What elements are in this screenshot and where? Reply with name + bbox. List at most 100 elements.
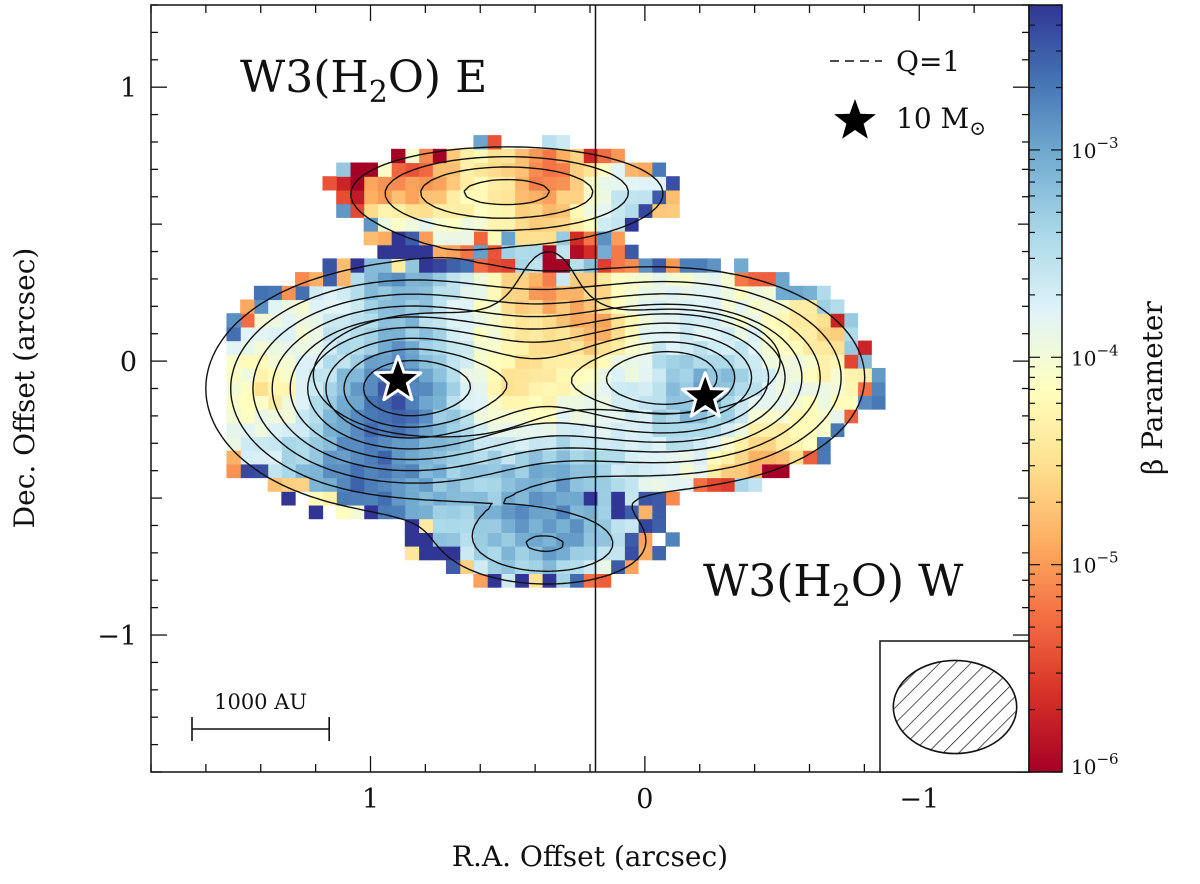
heatmap-pixel	[500, 272, 516, 287]
heatmap-pixel	[569, 546, 584, 561]
heatmap-pixel	[802, 326, 817, 342]
heatmap-pixel	[281, 285, 296, 301]
heatmap-pixel	[555, 326, 571, 342]
heatmap-pixel	[445, 354, 461, 369]
heatmap-pixel	[308, 504, 324, 520]
heatmap-pixel	[295, 436, 310, 451]
heatmap-pixel	[734, 285, 749, 301]
heatmap-pixel	[624, 381, 639, 396]
heatmap-pixel	[665, 285, 680, 301]
heatmap-pixel	[596, 532, 612, 547]
heatmap-pixel	[528, 148, 543, 164]
heatmap-pixel	[363, 217, 378, 232]
heatmap-pixel	[349, 258, 365, 273]
heatmap-pixel	[500, 203, 516, 218]
heatmap-pixel	[404, 176, 420, 191]
heatmap-pixel	[349, 162, 365, 177]
heatmap-pixel	[308, 450, 324, 465]
heatmap-pixel	[432, 162, 447, 177]
heatmap-pixel	[830, 381, 845, 396]
heatmap-pixel	[706, 258, 721, 273]
heatmap-pixel	[336, 162, 351, 177]
heatmap-pixel	[500, 148, 516, 164]
heatmap-pixel	[363, 422, 378, 438]
heatmap-pixel	[569, 230, 584, 246]
heatmap-pixel	[487, 230, 502, 246]
heatmap-pixel	[541, 285, 557, 301]
heatmap-pixel	[253, 313, 269, 328]
heatmap-pixel	[624, 340, 639, 355]
heatmap-pixel	[514, 326, 529, 342]
heatmap-pixel	[445, 244, 461, 259]
heatmap-pixel	[377, 395, 392, 410]
heatmap-pixel	[295, 381, 310, 396]
heatmap-pixel	[610, 313, 625, 328]
heatmap-pixel	[761, 340, 776, 355]
colorbar-ticks: 10−6 10−5 10−4 10−3	[1029, 4, 1119, 779]
heatmap-pixel	[295, 285, 310, 301]
heatmap-pixel	[349, 367, 365, 383]
heatmap-pixel	[377, 285, 392, 301]
heatmap-pixel	[788, 326, 804, 342]
heatmap-pixel	[775, 395, 790, 410]
heatmap-pixel	[473, 135, 488, 150]
heatmap-pixel	[404, 518, 420, 533]
heatmap-pixel	[830, 409, 845, 424]
heatmap-pixel	[445, 272, 461, 287]
heatmap-pixel	[349, 299, 365, 314]
heatmap-pixel	[308, 313, 324, 328]
heatmap-pixel	[734, 436, 749, 451]
heatmap-pixel	[473, 217, 488, 232]
heatmap-pixel	[596, 354, 612, 369]
heatmap-pixel	[720, 272, 735, 287]
heatmap-pixel	[418, 217, 433, 232]
heatmap-pixel	[432, 532, 447, 547]
heatmap-pixel	[569, 463, 584, 479]
heatmap-pixel	[445, 559, 461, 575]
heatmap-pixel	[816, 299, 831, 314]
heatmap-pixel	[541, 518, 557, 533]
heatmap-pixel	[638, 477, 653, 492]
heatmap-pixel	[459, 381, 474, 396]
heatmap-pixel	[487, 504, 502, 520]
heatmap-pixel	[624, 559, 639, 575]
heatmap-pixel	[418, 162, 433, 177]
heatmap-pixel	[569, 354, 584, 369]
heatmap-pixel	[500, 532, 516, 547]
heatmap-pixel	[720, 409, 735, 424]
heatmap-pixel	[487, 272, 502, 287]
heatmap-pixel	[528, 546, 543, 561]
heatmap-pixel	[761, 395, 776, 410]
heatmap-pixel	[569, 272, 584, 287]
heatmap-pixel	[569, 559, 584, 575]
heatmap-pixel	[459, 354, 474, 369]
heatmap-pixel	[541, 299, 557, 314]
heatmap-pixel	[500, 326, 516, 342]
heatmap-pixel	[775, 367, 790, 383]
colorbar-label: β Parameter	[1136, 301, 1169, 475]
heatmap-pixel	[679, 436, 694, 451]
heatmap-pixel	[445, 189, 461, 205]
heatmap-pixel	[240, 463, 255, 479]
heatmap-pixel	[473, 367, 488, 383]
heatmap-pixel	[747, 340, 763, 355]
heatmap-pixel	[281, 477, 296, 492]
heatmap-pixel	[349, 354, 365, 369]
heatmap-pixel	[432, 477, 447, 492]
heatmap-pixel	[747, 477, 763, 492]
heatmap-pixel	[596, 450, 612, 465]
heatmap-pixel	[404, 422, 420, 438]
heatmap-pixel	[473, 272, 488, 287]
heatmap-pixel	[240, 381, 255, 396]
heatmap-pixel	[418, 546, 433, 561]
heatmap-pixel	[377, 313, 392, 328]
heatmap-pixel	[418, 272, 433, 287]
heatmap-pixel	[665, 313, 680, 328]
heatmap-pixel	[583, 148, 598, 164]
heatmap-pixel	[638, 367, 653, 383]
heatmap-pixel	[610, 189, 625, 205]
heatmap-pixel	[445, 217, 461, 232]
heatmap-pixel	[473, 477, 488, 492]
heatmap-pixel	[638, 546, 653, 561]
heatmap-pixel	[377, 230, 392, 246]
